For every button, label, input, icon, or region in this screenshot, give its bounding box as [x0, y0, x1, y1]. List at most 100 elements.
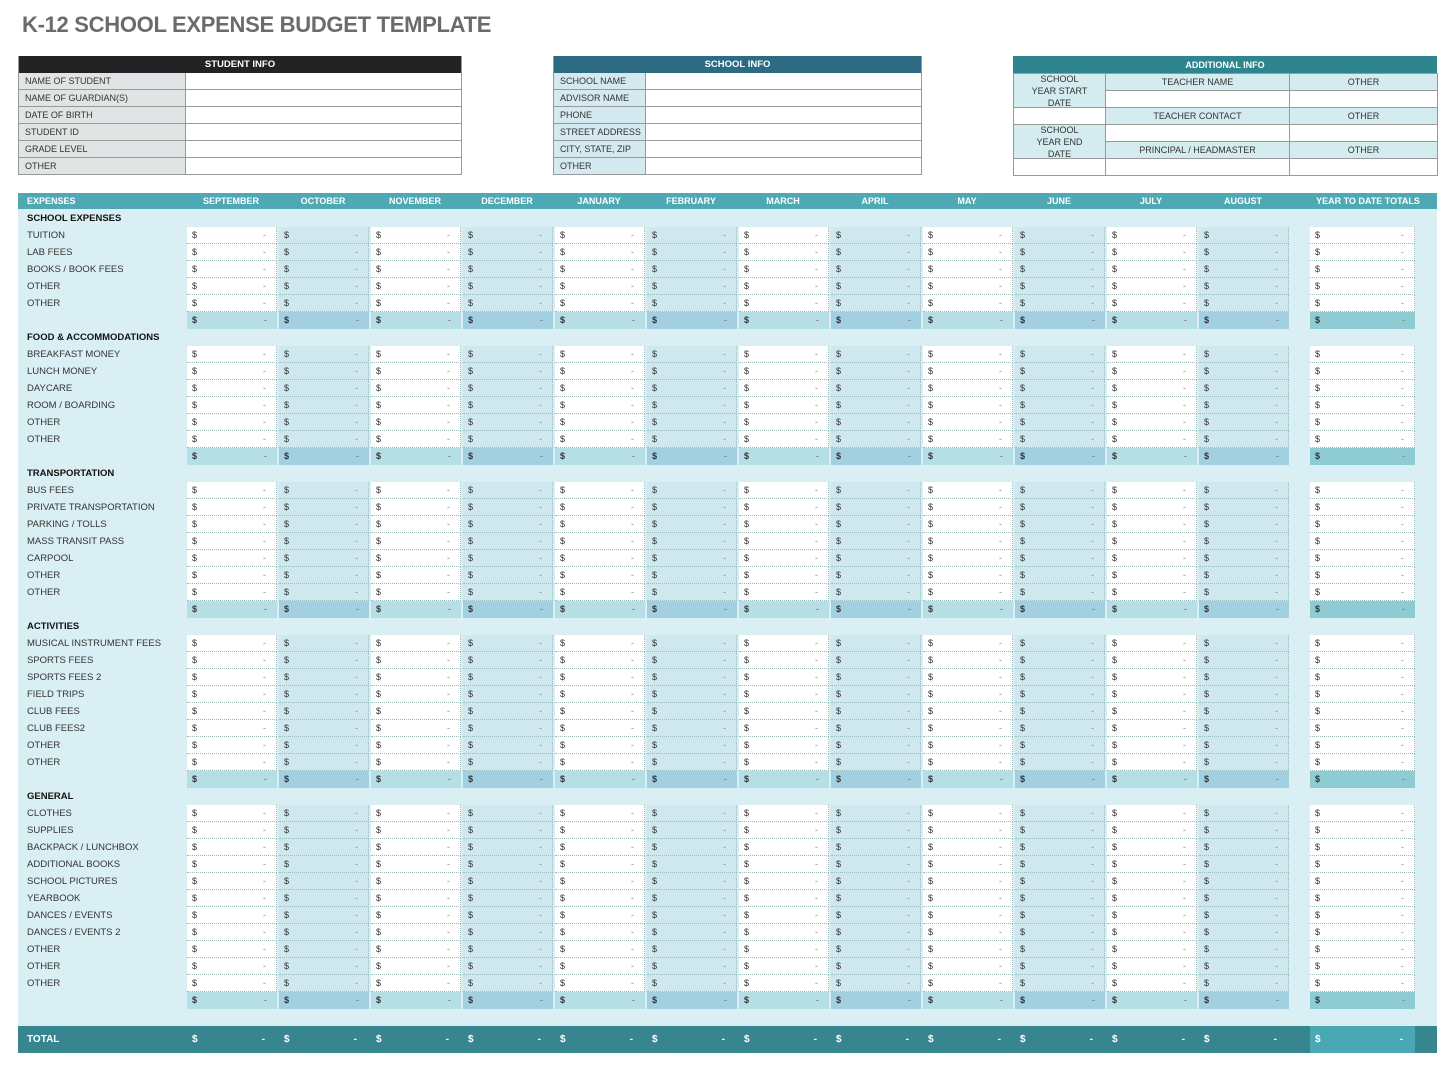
expense-cell[interactable]: $ -: [463, 397, 553, 414]
expense-cell[interactable]: $ -: [923, 584, 1013, 601]
expense-cell[interactable]: $ -: [1107, 278, 1197, 295]
expense-cell[interactable]: $ -: [647, 907, 737, 924]
subtotal-cell[interactable]: $ -: [1199, 992, 1289, 1009]
expense-cell[interactable]: $ -: [279, 924, 369, 941]
expense-cell[interactable]: $ -: [1199, 720, 1289, 737]
subtotal-cell[interactable]: $ -: [1107, 448, 1197, 465]
expense-cell[interactable]: $ -: [187, 958, 277, 975]
expense-cell[interactable]: $ -: [371, 941, 461, 958]
expense-cell[interactable]: $ -: [647, 822, 737, 839]
expense-cell[interactable]: $ -: [555, 482, 645, 499]
expense-cell[interactable]: $ -: [1199, 669, 1289, 686]
expense-cell[interactable]: $ -: [831, 635, 921, 652]
ytd-cell[interactable]: $ -: [1310, 380, 1415, 397]
expense-cell[interactable]: $ -: [463, 805, 553, 822]
expense-cell[interactable]: $ -: [555, 431, 645, 448]
expense-cell[interactable]: $ -: [739, 805, 829, 822]
expense-cell[interactable]: $ -: [831, 652, 921, 669]
expense-cell[interactable]: $ -: [187, 754, 277, 771]
expense-cell[interactable]: $ -: [187, 295, 277, 312]
subtotal-cell[interactable]: $ -: [1015, 992, 1105, 1009]
expense-cell[interactable]: $ -: [923, 907, 1013, 924]
expense-cell[interactable]: $ -: [187, 261, 277, 278]
expense-cell[interactable]: $ -: [1015, 941, 1105, 958]
ytd-cell[interactable]: $ -: [1310, 669, 1415, 686]
expense-cell[interactable]: $ -: [831, 924, 921, 941]
expense-cell[interactable]: $ -: [555, 669, 645, 686]
expense-cell[interactable]: $ -: [1107, 839, 1197, 856]
expense-cell[interactable]: $ -: [1199, 261, 1289, 278]
expense-cell[interactable]: $ -: [831, 533, 921, 550]
expense-cell[interactable]: $ -: [279, 873, 369, 890]
expense-cell[interactable]: $ -: [1199, 839, 1289, 856]
expense-cell[interactable]: $ -: [923, 431, 1013, 448]
subtotal-cell[interactable]: $ -: [1199, 601, 1289, 618]
subtotal-cell[interactable]: $ -: [463, 771, 553, 788]
subtotal-cell[interactable]: $ -: [463, 312, 553, 329]
expense-cell[interactable]: $ -: [463, 482, 553, 499]
expense-cell[interactable]: $ -: [647, 414, 737, 431]
ytd-cell[interactable]: $ -: [1310, 261, 1415, 278]
expense-cell[interactable]: $ -: [923, 278, 1013, 295]
subtotal-cell[interactable]: $ -: [555, 448, 645, 465]
expense-cell[interactable]: $ -: [279, 703, 369, 720]
expense-cell[interactable]: $ -: [279, 397, 369, 414]
expense-cell[interactable]: $ -: [647, 346, 737, 363]
expense-cell[interactable]: $ -: [371, 227, 461, 244]
ytd-subtotal-cell[interactable]: $ -: [1310, 312, 1415, 329]
subtotal-cell[interactable]: $ -: [739, 448, 829, 465]
expense-cell[interactable]: $ -: [647, 635, 737, 652]
expense-cell[interactable]: $ -: [647, 703, 737, 720]
field-input[interactable]: [186, 141, 461, 157]
expense-cell[interactable]: $ -: [463, 924, 553, 941]
expense-cell[interactable]: $ -: [555, 856, 645, 873]
expense-cell[interactable]: $ -: [647, 686, 737, 703]
expense-cell[interactable]: $ -: [371, 754, 461, 771]
expense-cell[interactable]: $ -: [555, 822, 645, 839]
expense-cell[interactable]: $ -: [279, 754, 369, 771]
expense-cell[interactable]: $ -: [1107, 805, 1197, 822]
expense-cell[interactable]: $ -: [187, 550, 277, 567]
expense-cell[interactable]: $ -: [1107, 227, 1197, 244]
expense-cell[interactable]: $ -: [1015, 873, 1105, 890]
expense-cell[interactable]: $ -: [1015, 754, 1105, 771]
expense-cell[interactable]: $ -: [831, 227, 921, 244]
expense-cell[interactable]: $ -: [279, 856, 369, 873]
expense-cell[interactable]: $ -: [371, 720, 461, 737]
expense-cell[interactable]: $ -: [1199, 567, 1289, 584]
expense-cell[interactable]: $ -: [831, 482, 921, 499]
expense-cell[interactable]: $ -: [1107, 754, 1197, 771]
expense-cell[interactable]: $ -: [279, 244, 369, 261]
subtotal-cell[interactable]: $ -: [279, 771, 369, 788]
expense-cell[interactable]: $ -: [1199, 397, 1289, 414]
expense-cell[interactable]: $ -: [647, 975, 737, 992]
expense-cell[interactable]: $ -: [647, 533, 737, 550]
expense-cell[interactable]: $ -: [1015, 584, 1105, 601]
expense-cell[interactable]: $ -: [463, 244, 553, 261]
expense-cell[interactable]: $ -: [739, 363, 829, 380]
expense-cell[interactable]: $ -: [555, 958, 645, 975]
expense-cell[interactable]: $ -: [923, 482, 1013, 499]
expense-cell[interactable]: $ -: [1107, 346, 1197, 363]
subtotal-cell[interactable]: $ -: [831, 992, 921, 1009]
field-input[interactable]: [186, 107, 461, 123]
expense-cell[interactable]: $ -: [647, 499, 737, 516]
expense-cell[interactable]: $ -: [1107, 703, 1197, 720]
expense-cell[interactable]: $ -: [831, 720, 921, 737]
subtotal-cell[interactable]: $ -: [371, 992, 461, 1009]
ytd-cell[interactable]: $ -: [1310, 856, 1415, 873]
expense-cell[interactable]: $ -: [187, 414, 277, 431]
expense-cell[interactable]: $ -: [1015, 397, 1105, 414]
expense-cell[interactable]: $ -: [739, 958, 829, 975]
subtotal-cell[interactable]: $ -: [187, 771, 277, 788]
subtotal-cell[interactable]: $ -: [371, 312, 461, 329]
expense-cell[interactable]: $ -: [647, 839, 737, 856]
expense-cell[interactable]: $ -: [279, 907, 369, 924]
expense-cell[interactable]: $ -: [463, 873, 553, 890]
expense-cell[interactable]: $ -: [831, 941, 921, 958]
subtotal-cell[interactable]: $ -: [279, 448, 369, 465]
expense-cell[interactable]: $ -: [831, 686, 921, 703]
expense-cell[interactable]: $ -: [647, 720, 737, 737]
subtotal-cell[interactable]: $ -: [831, 312, 921, 329]
expense-cell[interactable]: $ -: [463, 278, 553, 295]
